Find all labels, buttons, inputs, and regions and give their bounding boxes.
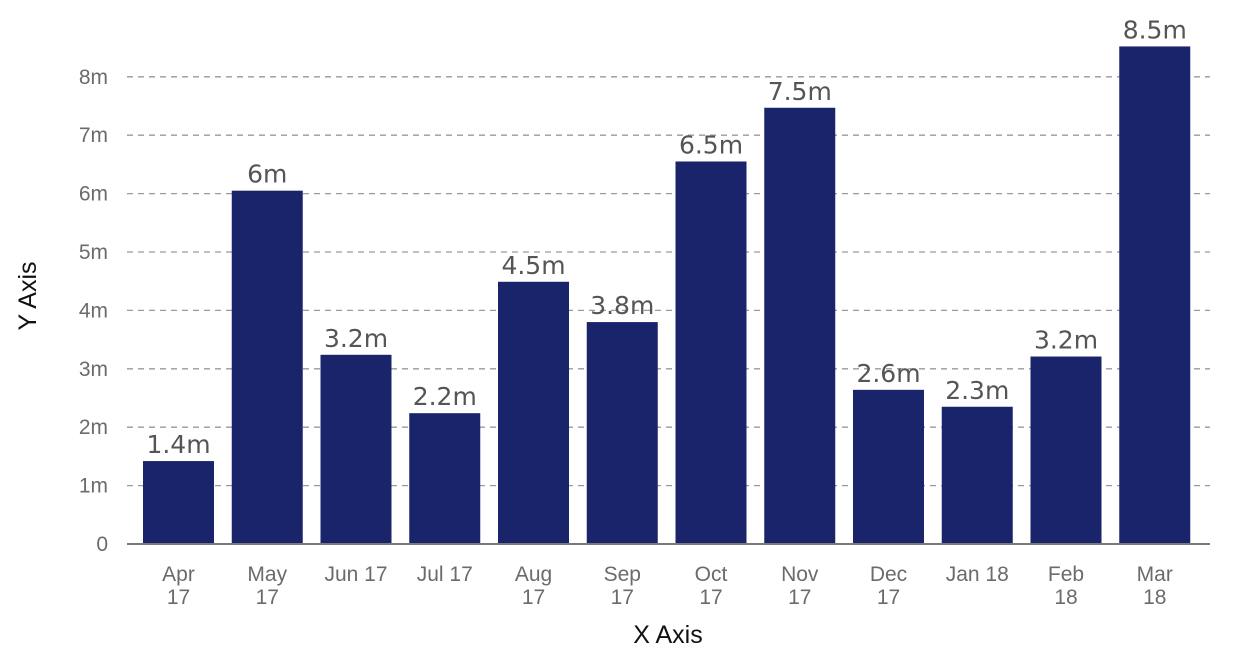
bar [675,161,747,545]
data-labels: 1.4m 6m 3.2m 2.2m 4.5m 3.8m 6.5m 7.5m 2.6m 2.3m 3.… [146,15,1186,459]
y-tick-label: 2m [79,416,108,439]
bar [1119,46,1191,544]
x-tick-label: Apr [162,563,195,586]
bar [586,322,658,544]
x-tick-label: 17 [167,586,190,609]
data-label: 3.2m [324,324,388,353]
bar [409,413,481,544]
x-tick-label: Sep [604,563,641,586]
x-tick-label: May [247,563,287,586]
data-label: 6m [247,160,287,189]
x-tick-label: 17 [256,586,279,609]
bars [143,46,1191,545]
y-tick-label: 0 [96,533,108,556]
x-tick-label: Jan 18 [946,563,1009,586]
data-label: 1.4m [146,430,210,459]
gridlines [127,76,1210,487]
y-tick-label: 3m [79,358,108,381]
x-tick-label: Mar [1137,563,1173,586]
x-tick-label: 17 [611,586,634,609]
x-tick-label: Aug [515,563,552,586]
data-label: 4.5m [501,251,565,280]
bar [143,461,214,544]
data-label: 2.3m [945,376,1009,405]
x-tick-label: Dec [870,563,907,586]
x-tick-label: 18 [1143,586,1166,609]
y-tick-label: 8m [79,66,108,89]
x-tick-label: 18 [1054,586,1077,609]
y-tick-label: 7m [79,124,108,147]
data-label: 3.2m [1034,326,1098,355]
x-tick-label: Oct [695,563,728,586]
x-tick-label: Nov [781,563,819,586]
x-axis-title: X Axis [633,621,702,649]
y-tick-label: 1m [79,475,108,498]
y-tick-label: 6m [79,183,108,206]
x-tick-label: 17 [788,586,811,609]
y-axis-title: Y Axis [14,261,42,330]
x-tick-label: Jun 17 [324,563,387,586]
bar [320,354,392,544]
data-label: 7.5m [768,77,832,106]
y-tick-label: 5m [79,241,108,264]
data-label: 6.5m [679,130,743,159]
bar [764,107,836,544]
data-label: 8.5m [1123,15,1187,44]
y-tick-labels: 0 1m 2m 3m 4m 5m 6m 7m 8m [79,66,108,556]
data-label: 2.6m [856,359,920,388]
bar [231,190,303,544]
x-tick-label: 17 [522,586,545,609]
x-tick-label: 17 [877,586,900,609]
bar [1030,356,1102,544]
x-tick-label: Feb [1048,563,1084,586]
bar [853,389,924,544]
bar [941,406,1013,544]
data-label: 3.8m [590,291,654,320]
y-tick-label: 4m [79,299,108,322]
data-label: 2.2m [413,382,477,411]
x-tick-label: Jul 17 [417,563,473,586]
bar [498,281,569,544]
x-tick-label: 17 [699,586,722,609]
